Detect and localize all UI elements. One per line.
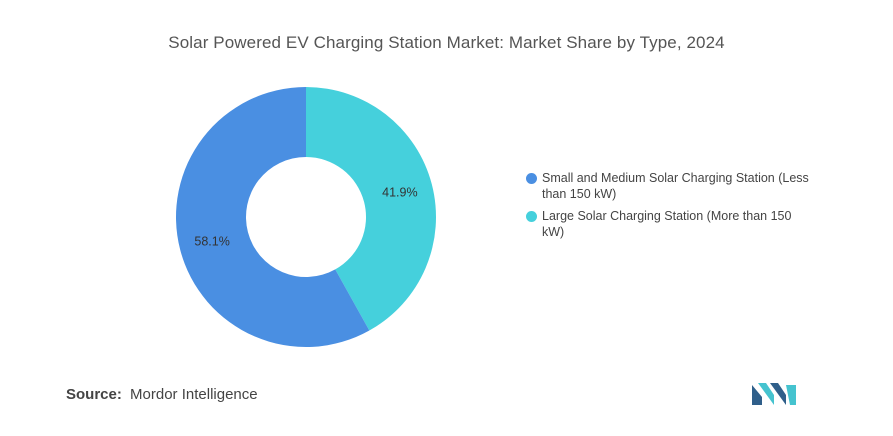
legend-swatch-small-medium bbox=[526, 173, 537, 184]
mordor-intelligence-logo-icon bbox=[752, 383, 796, 405]
slice-label-1: 41.9% bbox=[382, 186, 417, 200]
legend-item-small-medium[interactable]: Small and Medium Solar Charging Station … bbox=[526, 170, 816, 202]
chart-title: Solar Powered EV Charging Station Market… bbox=[168, 33, 725, 52]
source-value: Mordor Intelligence bbox=[130, 386, 258, 403]
source-note: Source: Mordor Intelligence bbox=[66, 386, 258, 403]
donut-slices bbox=[175, 87, 436, 348]
donut-slice-1[interactable] bbox=[306, 87, 436, 331]
legend-label-large: Large Solar Charging Station (More than … bbox=[542, 209, 792, 239]
slice-labels: 41.9% 58.1% bbox=[194, 186, 417, 249]
legend-swatch-large bbox=[526, 211, 537, 222]
source-label: Source: bbox=[66, 386, 122, 403]
legend-label-small-medium: Small and Medium Solar Charging Station … bbox=[542, 171, 809, 201]
legend-item-large[interactable]: Large Solar Charging Station (More than … bbox=[526, 208, 816, 240]
chart-legend: Small and Medium Solar Charging Station … bbox=[526, 170, 816, 246]
donut-slice-0[interactable] bbox=[175, 87, 370, 348]
slice-label-0: 58.1% bbox=[194, 234, 229, 248]
